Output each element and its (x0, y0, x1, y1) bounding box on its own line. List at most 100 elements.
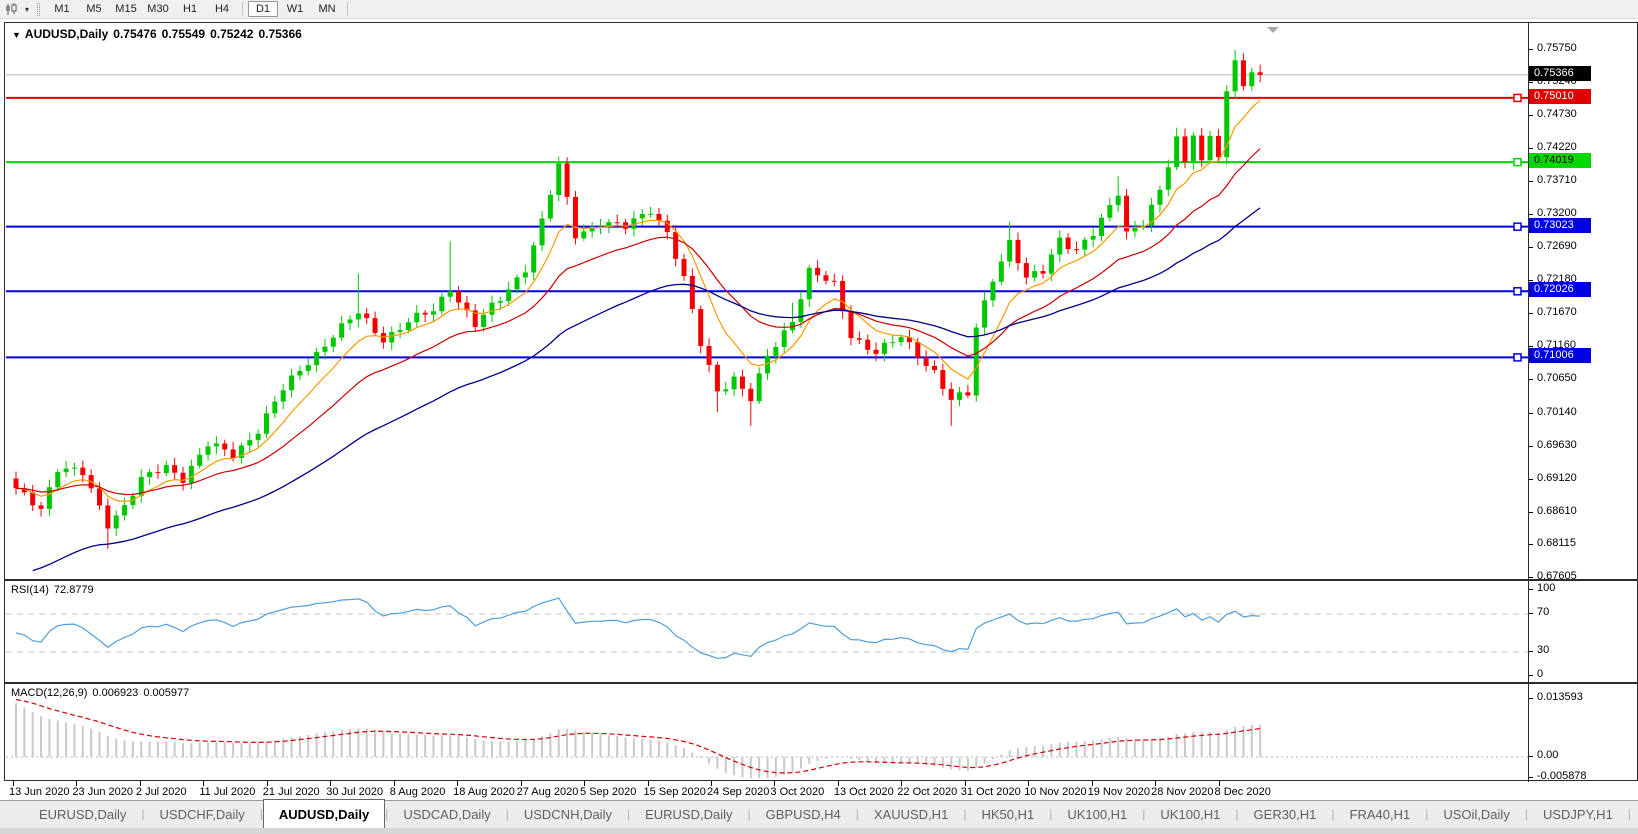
rsi-tick-label: 30 (1537, 644, 1550, 656)
timeframe-button-m5[interactable]: M5 (86, 3, 102, 15)
main-chart-pane[interactable]: ▼ AUDUSD,Daily 0.75476 0.75549 0.75242 0.7536… (4, 22, 1638, 580)
ohlc-close: 0.75366 (258, 27, 302, 41)
tab-divider: | (1049, 807, 1053, 821)
axis-tick (1529, 346, 1533, 348)
rsi-plot[interactable] (6, 582, 1529, 681)
axis-tick (1529, 511, 1533, 513)
tab-divider: | (963, 807, 967, 821)
axis-tick (1529, 247, 1533, 249)
tab-usdcnh-daily[interactable]: USDCNH,Daily (523, 807, 612, 822)
level-line-handle (1513, 287, 1522, 296)
date-label: 13 Oct 2020 (833, 786, 894, 798)
toolbar-separator (347, 2, 348, 16)
timeframe-button-m1[interactable]: M1 (54, 3, 70, 15)
time-axis-tick (393, 781, 395, 786)
rsi-tick-label: 70 (1537, 606, 1550, 618)
date-label: 15 Sep 2020 (643, 786, 706, 798)
timeframe-button-m15[interactable]: M15 (115, 3, 137, 15)
date-label: 18 Aug 2020 (453, 786, 515, 798)
axis-tick (1529, 48, 1533, 50)
date-label: 23 Jun 2020 (72, 786, 133, 798)
price-tick-label: 0.68610 (1537, 504, 1577, 517)
tab-divider: | (626, 807, 631, 821)
rsi-indicator-pane[interactable]: RSI(14) 72.8779 (4, 580, 1638, 683)
time-axis-tick (710, 781, 712, 786)
time-axis-tick (13, 781, 14, 786)
tab-uk100-h1[interactable]: UK100,H1 (1160, 807, 1221, 822)
rsi-label: RSI(14) 72.8779 (11, 584, 99, 596)
macd-indicator-pane[interactable]: MACD(12,26,9) 0.006923 0.005977 (4, 683, 1638, 781)
timeframe-button-w1[interactable]: W1 (286, 3, 304, 15)
chart-type-icon[interactable] (3, 1, 21, 17)
chart-type-dropdown-icon[interactable]: ▾ (24, 4, 29, 14)
axis-tick (1529, 280, 1533, 282)
axis-border-line (1528, 22, 1529, 782)
macd-main-value: 0.006923 (92, 687, 139, 699)
timeframe-button-h1[interactable]: H1 (182, 3, 198, 15)
chart-tabs: EURUSD,Daily | USDCHF,Daily | AUDUSD,Daily | U… (24, 799, 1638, 828)
price-axis[interactable]: 0.75750 0.75240 0.74730 0.74220 0.73710 0.732… (1528, 22, 1638, 782)
macd-tick-label: -0.005878 (1537, 770, 1587, 782)
current-price-box: 0.75366 (1529, 65, 1591, 81)
level-price-box[interactable]: 0.73023 (1529, 217, 1591, 233)
timeframe-button-mn[interactable]: MN (318, 3, 336, 15)
axis-tick (1529, 181, 1533, 183)
date-label: 13 Jun 2020 (9, 786, 70, 798)
time-axis-tick (76, 781, 78, 786)
tab-eurusd-daily[interactable]: EURUSD,Daily (39, 807, 127, 822)
axis-tick (1529, 148, 1533, 150)
timeframe-button-m30[interactable]: M30 (147, 3, 169, 15)
tab-ger30-h1[interactable]: GER30,H1 (1253, 807, 1317, 822)
tab-hk50-h1[interactable]: HK50,H1 (981, 807, 1035, 822)
price-tick-label: 0.68115 (1537, 536, 1576, 549)
tab-uk100-h1[interactable]: UK100,H1 (1067, 807, 1128, 822)
axis-tick (1529, 589, 1533, 590)
date-label: 8 Dec 2020 (1214, 786, 1271, 798)
date-label: 3 Oct 2020 (770, 786, 825, 798)
price-tick-label: 0.73200 (1537, 207, 1577, 220)
tab-gbpusd-h4[interactable]: GBPUSD,H4 (765, 807, 841, 822)
time-axis[interactable]: 13 Jun 2020 23 Jun 2020 2 Jul 2020 11 Jul 2… (4, 781, 1528, 800)
level-price-box[interactable]: 0.75010 (1529, 88, 1591, 104)
timeframe-button-h4[interactable]: H4 (214, 3, 230, 15)
candlestick-chart-plot[interactable] (6, 24, 1529, 578)
axis-tick (1529, 613, 1533, 614)
toolbar-grip[interactable] (37, 2, 40, 16)
macd-signal-line (15, 698, 1261, 774)
tab-fra40-h1[interactable]: FRA40,H1 (1349, 807, 1411, 822)
tab-usdjpy-h1[interactable]: USDJPY,H1 (1542, 807, 1613, 822)
macd-signal-value: 0.005977 (143, 687, 190, 699)
chart-shift-marker-icon (1267, 27, 1279, 33)
rsi-line (15, 597, 1261, 659)
price-tick-label: 0.75750 (1537, 41, 1577, 54)
level-price-box[interactable]: 0.74019 (1529, 153, 1591, 169)
tab-eurusd-daily[interactable]: EURUSD,Daily (645, 807, 733, 822)
axis-tick (1529, 478, 1533, 480)
macd-plot[interactable] (6, 685, 1529, 779)
date-label: 11 Jul 2020 (199, 786, 256, 798)
tab-dj30-daily[interactable]: DJ30,Daily (1631, 801, 1638, 828)
time-axis-tick (901, 781, 903, 786)
time-axis-tick (266, 781, 268, 786)
tab-divider: | (1524, 807, 1528, 821)
time-axis-tick (584, 781, 586, 786)
tab-xauusd-h1[interactable]: XAUUSD,H1 (873, 807, 949, 822)
ohlc-low: 0.75242 (210, 27, 254, 41)
timeframe-button-d1[interactable]: D1 (248, 1, 278, 17)
rsi-name: RSI(14) (11, 584, 49, 596)
title-collapse-icon[interactable]: ▼ (12, 30, 21, 40)
level-price-box[interactable]: 0.71006 (1529, 348, 1591, 364)
tab-usdchf-daily[interactable]: USDCHF,Daily (159, 807, 245, 822)
axis-tick (1529, 214, 1533, 216)
tab-audusd-daily[interactable]: AUDUSD,Daily (262, 799, 386, 828)
level-price-box[interactable]: 0.72026 (1529, 282, 1591, 298)
price-tick-label: 0.69630 (1537, 438, 1577, 451)
tab-divider: | (1627, 807, 1631, 821)
tab-usoil-daily[interactable]: USOil,Daily (1443, 807, 1510, 822)
price-tick-label: 0.74220 (1537, 141, 1577, 154)
price-tick-label: 0.70140 (1537, 405, 1577, 418)
axis-tick (1529, 756, 1533, 757)
timeframe-button-group: M1 M5 M15 M30 H1 H4 D1 W1 MN (46, 1, 352, 17)
axis-tick (1529, 313, 1533, 315)
tab-usdcad-daily[interactable]: USDCAD,Daily (403, 807, 491, 822)
